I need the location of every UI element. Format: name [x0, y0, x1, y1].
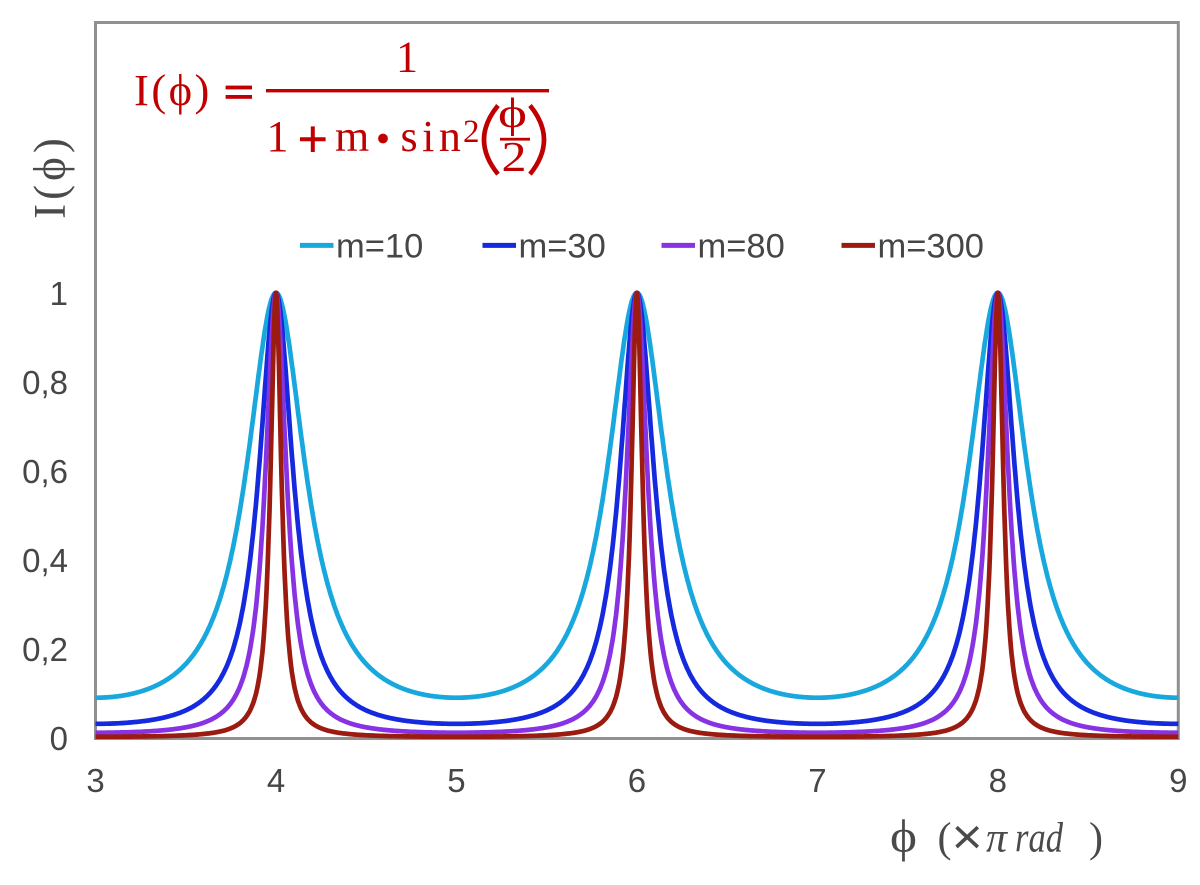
- svg-text:m: m: [335, 112, 369, 161]
- svg-text:0,4: 0,4: [22, 542, 68, 579]
- svg-text:π: π: [986, 816, 1008, 862]
- svg-text:(: (: [938, 816, 952, 862]
- svg-text:2: 2: [463, 114, 480, 150]
- svg-text:0: 0: [50, 720, 68, 757]
- svg-text:0,8: 0,8: [22, 364, 68, 401]
- svg-text:2: 2: [502, 135, 527, 181]
- svg-text:5: 5: [447, 762, 465, 799]
- svg-text:sin: sin: [401, 112, 466, 161]
- svg-text:1: 1: [267, 112, 289, 161]
- svg-text:I(ϕ): I(ϕ): [25, 134, 75, 219]
- svg-text:m=10: m=10: [336, 228, 423, 266]
- svg-text:m=30: m=30: [519, 228, 606, 266]
- svg-text:ϕ: ϕ: [498, 91, 527, 137]
- svg-text:1: 1: [396, 33, 418, 82]
- svg-text:m=300: m=300: [878, 228, 984, 266]
- svg-text:3: 3: [86, 762, 104, 799]
- svg-text:8: 8: [989, 762, 1007, 799]
- svg-text:I(ϕ): I(ϕ): [134, 65, 212, 115]
- svg-text:ϕ: ϕ: [890, 811, 917, 863]
- svg-text:4: 4: [267, 762, 285, 799]
- svg-text:0,2: 0,2: [22, 631, 68, 668]
- svg-text:m=80: m=80: [698, 228, 785, 266]
- svg-text:): ): [1089, 816, 1103, 862]
- svg-text:rad: rad: [1015, 816, 1064, 862]
- svg-text:0,6: 0,6: [22, 453, 68, 490]
- svg-text:9: 9: [1169, 762, 1187, 799]
- svg-text:1: 1: [50, 275, 68, 312]
- svg-text:7: 7: [808, 762, 826, 799]
- svg-text:6: 6: [628, 762, 646, 799]
